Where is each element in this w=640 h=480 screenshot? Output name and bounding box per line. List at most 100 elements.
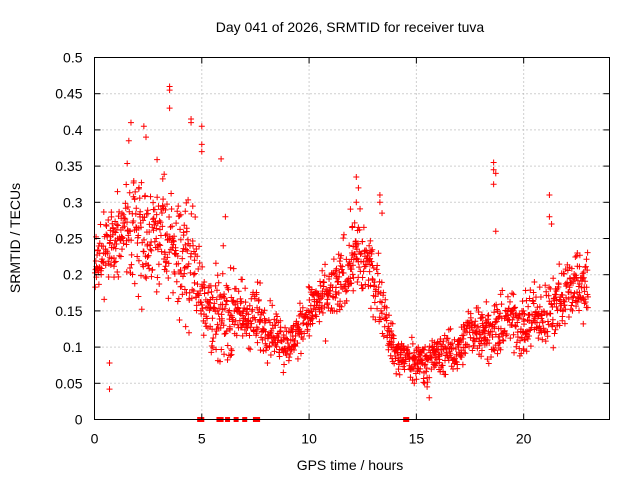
data-point [205, 300, 212, 307]
data-point [264, 360, 271, 367]
data-point [230, 265, 237, 272]
data-point [497, 291, 504, 298]
data-point [555, 281, 562, 288]
data-point [267, 297, 274, 304]
data-point [166, 87, 173, 94]
data-point [413, 376, 420, 383]
data-point [443, 335, 450, 342]
data-point [216, 358, 223, 365]
data-point [494, 350, 501, 357]
data-point [367, 305, 374, 312]
data-point [138, 306, 145, 313]
data-point [140, 263, 147, 270]
data-point [527, 343, 534, 350]
data-point [229, 316, 236, 323]
data-point [155, 261, 162, 268]
data-point [276, 328, 283, 335]
data-point [224, 342, 231, 349]
data-point [154, 156, 161, 163]
data-point [342, 283, 349, 290]
data-point [580, 295, 587, 302]
data-point [123, 268, 130, 275]
data-point [374, 262, 381, 269]
data-point [582, 278, 589, 285]
data-point [309, 320, 316, 327]
data-point [306, 332, 313, 339]
data-point [420, 375, 427, 382]
data-point [396, 371, 403, 378]
data-point [519, 298, 526, 305]
data-point [491, 323, 498, 330]
data-point [105, 258, 112, 265]
data-point [164, 254, 171, 261]
data-point [273, 343, 280, 350]
data-point [254, 279, 261, 286]
data-point [140, 248, 147, 255]
data-point [408, 334, 415, 341]
data-point [339, 263, 346, 270]
data-point [572, 254, 579, 261]
data-point [153, 288, 160, 295]
data-point [510, 291, 517, 298]
data-point [220, 242, 227, 249]
data-point [184, 263, 191, 270]
data-point [186, 329, 193, 336]
data-point [92, 284, 99, 291]
data-point [159, 175, 166, 182]
data-point [338, 252, 345, 259]
data-point [297, 350, 304, 357]
data-point [338, 303, 345, 310]
data-point [294, 340, 301, 347]
data-point [553, 303, 560, 310]
data-point [144, 242, 151, 249]
data-point [124, 227, 131, 234]
data-point [411, 380, 418, 387]
data-point [353, 199, 360, 206]
data-point [493, 301, 500, 308]
data-point [173, 220, 180, 227]
data-point [568, 265, 575, 272]
data-point [340, 269, 347, 276]
data-point [124, 160, 131, 167]
data-point [212, 331, 219, 338]
data-point [208, 349, 215, 356]
data-point [423, 365, 430, 372]
data-point [518, 350, 525, 357]
data-point [114, 269, 121, 276]
data-point [210, 335, 217, 342]
data-point [392, 353, 399, 360]
data-point [223, 298, 230, 305]
data-point [193, 245, 200, 252]
data-point [100, 208, 107, 215]
data-point [461, 349, 468, 356]
data-point [194, 281, 201, 288]
data-point [105, 273, 112, 280]
axis-ticks [94, 57, 610, 420]
data-point [360, 258, 367, 265]
data-point [576, 289, 583, 296]
data-point [521, 318, 528, 325]
data-point [140, 217, 147, 224]
data-point [458, 339, 465, 346]
data-point [537, 325, 544, 332]
data-point [177, 267, 184, 274]
data-point [466, 343, 473, 350]
data-point [525, 332, 532, 339]
data-point [160, 196, 167, 203]
data-point [388, 328, 395, 335]
data-point [187, 269, 194, 276]
data-point [421, 380, 428, 387]
data-point [347, 206, 354, 213]
y-tick-label: 0.5 [63, 50, 83, 66]
data-point [277, 317, 284, 324]
data-point [450, 344, 457, 351]
data-point [162, 232, 169, 239]
data-point [328, 305, 335, 312]
data-point [219, 270, 226, 277]
data-point [553, 297, 560, 304]
data-point [348, 280, 355, 287]
data-point [383, 304, 390, 311]
data-point [116, 208, 123, 215]
data-point [124, 219, 131, 226]
